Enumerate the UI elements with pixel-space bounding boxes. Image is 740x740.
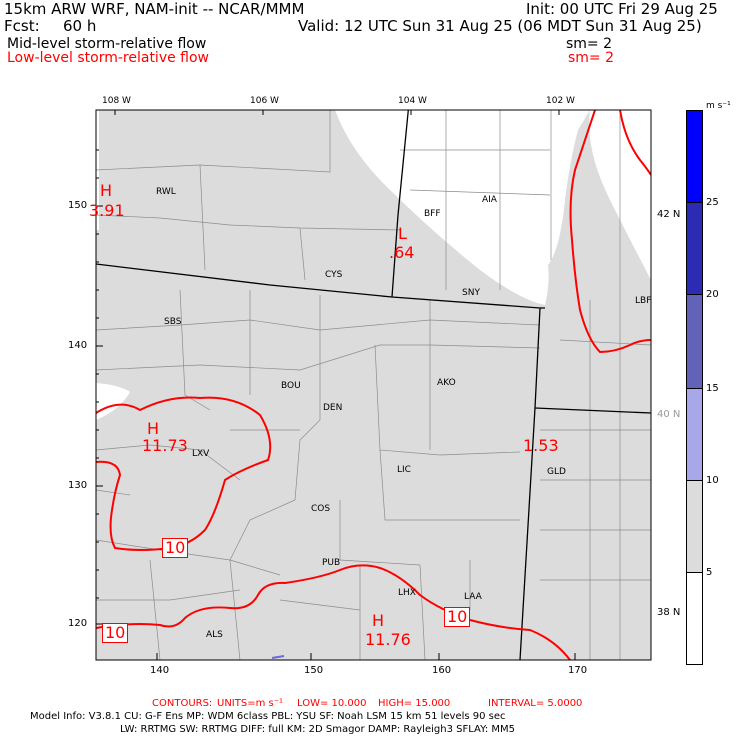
state-borders (96, 110, 651, 660)
colorbar-label-5: 5 (706, 567, 713, 578)
shading-field (96, 110, 651, 660)
lon-label-102w: 102 W (546, 96, 575, 106)
x-tick-150: 150 (304, 665, 324, 676)
low-level-flow-label: Low-level storm-relative flow (7, 50, 210, 66)
x-tick-170: 170 (568, 665, 588, 676)
low-speed-region-west (96, 383, 130, 420)
station-laa: LAA (464, 592, 482, 602)
lon-label-106w: 106 W (250, 96, 279, 106)
colorbar-bin-0-5 (686, 572, 703, 665)
x-tick-140: 140 (150, 665, 170, 676)
high-value-3: 11.76 (365, 630, 411, 649)
station-lbf: LBF (635, 296, 652, 306)
station-bou: BOU (281, 381, 301, 391)
station-sny: SNY (462, 288, 480, 298)
colorbar-label-10: 10 (706, 475, 719, 486)
station-cos: COS (311, 504, 331, 514)
lon-label-108w: 108 W (102, 96, 131, 106)
station-ako: AKO (437, 378, 456, 388)
high-letter-1: H (100, 181, 113, 200)
init-time: Init: 00 UTC Fri 29 Aug 25 (526, 0, 718, 18)
low-speed-region-northeast (548, 110, 590, 265)
contours-low: LOW= 10.000 (297, 698, 367, 709)
colorbar-bin-15-20 (686, 294, 703, 389)
colorbar-bin-25-plus (686, 110, 703, 203)
contour-label-10-a: 10 (162, 538, 189, 558)
station-lic: LIC (397, 465, 411, 475)
low-level-sm: sm= 2 (568, 50, 615, 66)
colorbar-unit: m s⁻¹ (706, 101, 731, 111)
isotach-contours (96, 110, 651, 660)
model-info-line-1: Model Info: V3.8.1 CU: G-F Ens MP: WDM 6… (30, 711, 506, 722)
colorbar-bin-20-25 (686, 202, 703, 295)
high-value-1: 3.91 (89, 201, 125, 220)
forecast-label: Fcst: (4, 17, 40, 35)
station-als: ALS (206, 630, 223, 640)
station-sbs: SBS (164, 317, 182, 327)
x-tick-160: 160 (432, 665, 452, 676)
high-letter-3: H (372, 611, 385, 630)
low-value-1: .64 (389, 243, 415, 262)
y-tick-120: 120 (68, 618, 88, 629)
station-rwl: RWL (156, 187, 176, 197)
model-info-line-2: LW: RRTMG SW: RRTMG DIFF: full KM: 2D Sm… (120, 724, 516, 735)
lon-label-104w: 104 W (398, 96, 427, 106)
extremum-value-3: 1.53 (523, 436, 559, 455)
colorbar-label-15: 15 (706, 383, 719, 394)
station-lxv: LXV (192, 449, 210, 459)
station-cys: CYS (325, 270, 343, 280)
colorbar-bin-5-10 (686, 480, 703, 573)
tiny-shade-patch (271, 655, 285, 659)
colorbar-label-20: 20 (706, 289, 719, 300)
contours-units: UNITS=m s⁻¹ (217, 698, 284, 709)
y-tick-140: 140 (68, 340, 88, 351)
contours-interval: INTERVAL= 5.0000 (488, 698, 583, 709)
y-tick-150: 150 (68, 200, 88, 211)
model-title: 15km ARW WRF, NAM-init -- NCAR/MMM (4, 0, 305, 18)
station-aia: AIA (482, 195, 497, 205)
contour-label-10-c: 10 (102, 623, 129, 643)
colorbar-label-25: 25 (706, 197, 719, 208)
contour-label-10-b: 10 (444, 607, 471, 627)
low-letter-1: L (398, 224, 407, 243)
axis-ticks (96, 110, 576, 660)
station-den: DEN (323, 403, 343, 413)
station-gld: GLD (547, 467, 566, 477)
station-bff: BFF (424, 209, 441, 219)
high-value-2: 11.73 (142, 436, 188, 455)
station-pub: PUB (322, 558, 341, 568)
lat-label-42n: 42 N (657, 209, 681, 220)
y-tick-130: 130 (68, 480, 88, 491)
high-letter-2: H (147, 419, 160, 438)
colorbar-bin-10-15 (686, 388, 703, 481)
map-frame (95, 109, 652, 661)
mid-level-flow-label: Mid-level storm-relative flow (7, 36, 207, 52)
contours-high: HIGH= 15.000 (378, 698, 451, 709)
contours-label: CONTOURS: (152, 698, 213, 709)
lat-label-38n: 38 N (657, 607, 681, 618)
station-lhx: LHX (398, 588, 416, 598)
low-speed-region-north (335, 110, 549, 305)
mid-level-sm: sm= 2 (566, 36, 613, 52)
forecast-hour: 60 h (63, 17, 97, 35)
valid-time: Valid: 12 UTC Sun 31 Aug 25 (06 MDT Sun … (298, 17, 702, 35)
lat-label-40n: 40 N (657, 409, 681, 420)
